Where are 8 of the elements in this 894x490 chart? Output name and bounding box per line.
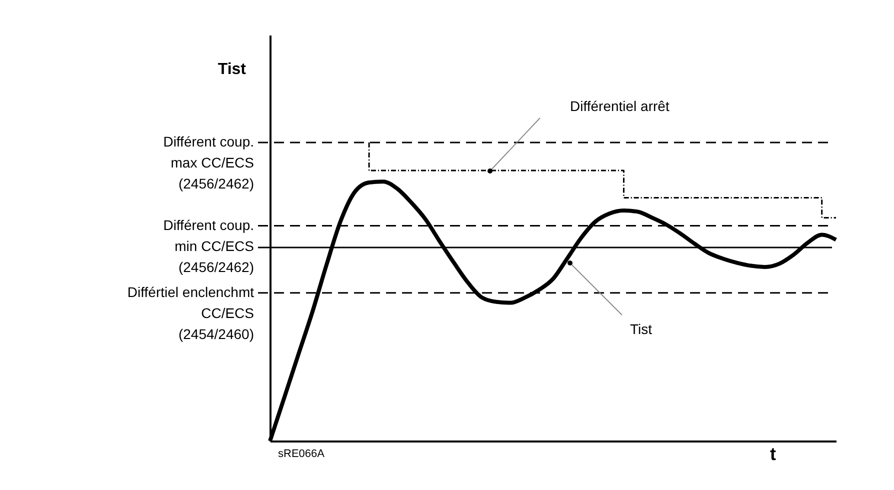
ref-line-label: Différtiel enclenchmt CC/ECS (2454/2460) [127,284,254,342]
text: sRE066A [278,448,326,460]
y-axis-title: Tist [218,61,247,78]
x-axis-title: t [770,444,776,464]
text: Différentiel arrêt [570,98,670,114]
annotation: Tist [630,321,652,337]
ref-line-label: Différent coup. min CC/ECS (2456/2462) [163,216,254,275]
ref-line-label: Différent coup. max CC/ECS (2456/2462) [163,133,254,192]
